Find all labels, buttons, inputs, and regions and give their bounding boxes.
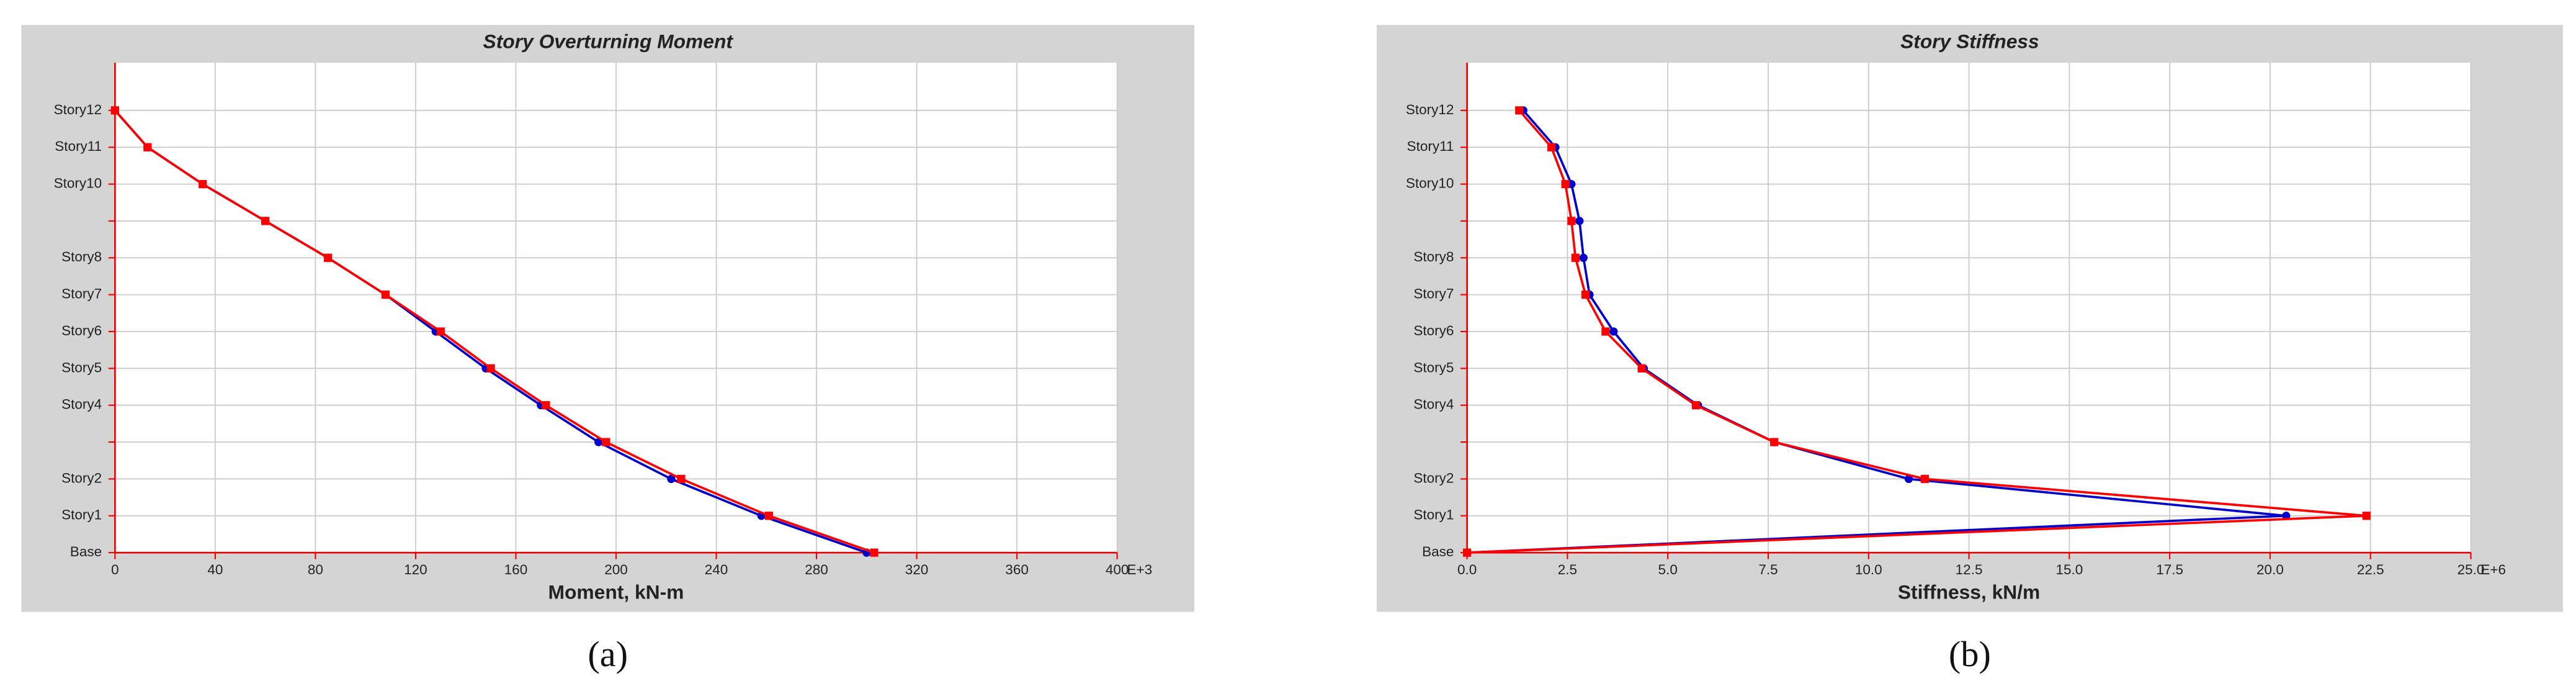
point-marker <box>1561 179 1570 189</box>
point-marker <box>199 179 207 189</box>
point-marker <box>764 512 773 520</box>
point-marker <box>677 474 686 484</box>
x-tick-label: 120 <box>404 562 427 577</box>
x-tick-label: 20.0 <box>2256 562 2284 577</box>
y-tick-label: Story5 <box>1413 359 1454 375</box>
point-marker <box>542 401 550 410</box>
x-tick-label: 2.5 <box>1558 562 1577 577</box>
x-tick-label: 25.0 <box>2457 562 2485 577</box>
y-tick-label: Story6 <box>1413 323 1454 338</box>
point-marker <box>602 438 610 446</box>
y-tick-label: Story12 <box>1406 102 1454 117</box>
point-marker <box>381 291 390 299</box>
point-marker <box>1567 217 1576 225</box>
x-tick-label: 240 <box>705 562 728 577</box>
y-tick-label: Story2 <box>1413 470 1454 486</box>
x-exponent: E+3 <box>1127 562 1152 577</box>
point-marker <box>486 364 495 373</box>
x-tick-label: 40 <box>207 562 223 577</box>
x-tick-label: 160 <box>504 562 528 577</box>
point-marker <box>667 474 676 484</box>
point-marker <box>261 217 270 225</box>
y-tick-label: Story1 <box>61 507 102 523</box>
y-tick-label: Story5 <box>61 359 102 375</box>
point-marker <box>1579 253 1588 262</box>
point-marker <box>1904 474 1913 484</box>
y-tick-label: Story7 <box>61 286 102 302</box>
x-axis-label: Stiffness, kN/m <box>1898 581 2040 603</box>
x-tick-label: 80 <box>308 562 323 577</box>
y-tick-label: Story8 <box>1413 249 1454 264</box>
y-tick-label: Story1 <box>1413 507 1454 523</box>
x-tick-label: 360 <box>1005 562 1029 577</box>
point-marker <box>143 143 152 151</box>
point-marker <box>323 253 333 262</box>
y-tick-label: Story6 <box>61 323 102 338</box>
caption: (a) <box>588 634 628 674</box>
y-tick-label: Story8 <box>61 249 102 264</box>
x-tick-label: 5.0 <box>1658 562 1678 577</box>
x-tick-label: 22.5 <box>2357 562 2384 577</box>
y-tick-label: Story10 <box>1406 175 1454 191</box>
x-tick-label: 7.5 <box>1758 562 1778 577</box>
point-marker <box>1463 548 1472 557</box>
y-tick-label: Story11 <box>1407 138 1454 154</box>
x-tick-label: 17.5 <box>2156 562 2183 577</box>
y-tick-label: Story11 <box>55 138 102 154</box>
point-marker <box>1601 327 1610 336</box>
y-tick-label: Base <box>1422 544 1454 559</box>
point-marker <box>870 548 879 557</box>
x-tick-label: 320 <box>905 562 929 577</box>
y-tick-label: Story10 <box>54 175 102 191</box>
x-axis-label: Moment, kN-m <box>548 581 684 603</box>
point-marker <box>2362 512 2371 520</box>
point-marker <box>1581 291 1590 299</box>
x-tick-label: 280 <box>805 562 828 577</box>
x-tick-label: 10.0 <box>1855 562 1882 577</box>
y-tick-label: Story12 <box>54 102 102 117</box>
x-tick-label: 15.0 <box>2055 562 2083 577</box>
point-marker <box>1691 401 1701 410</box>
point-marker <box>1547 143 1556 151</box>
y-tick-label: Story4 <box>1413 397 1454 412</box>
x-tick-label: 0.0 <box>1457 562 1477 577</box>
point-marker <box>1609 327 1618 336</box>
chart-title: Story Stiffness <box>1900 30 2039 53</box>
point-marker <box>1515 106 1524 115</box>
point-marker <box>1920 474 1930 484</box>
x-tick-label: 400 <box>1106 562 1129 577</box>
point-marker <box>1571 253 1580 262</box>
point-marker <box>1637 364 1646 373</box>
x-tick-label: 200 <box>604 562 628 577</box>
y-tick-label: Story7 <box>1413 286 1454 302</box>
chart-title: Story Overturning Moment <box>483 30 734 53</box>
y-tick-label: Story4 <box>61 397 102 412</box>
x-exponent: E+6 <box>2480 562 2506 577</box>
point-marker <box>110 106 119 115</box>
x-tick-label: 0 <box>111 562 119 577</box>
point-marker <box>1575 217 1584 225</box>
y-tick-label: Base <box>70 544 102 559</box>
y-tick-label: Story2 <box>61 470 102 486</box>
caption: (b) <box>1949 634 1991 674</box>
x-tick-label: 12.5 <box>1956 562 1983 577</box>
point-marker <box>1770 438 1779 446</box>
point-marker <box>436 327 445 336</box>
